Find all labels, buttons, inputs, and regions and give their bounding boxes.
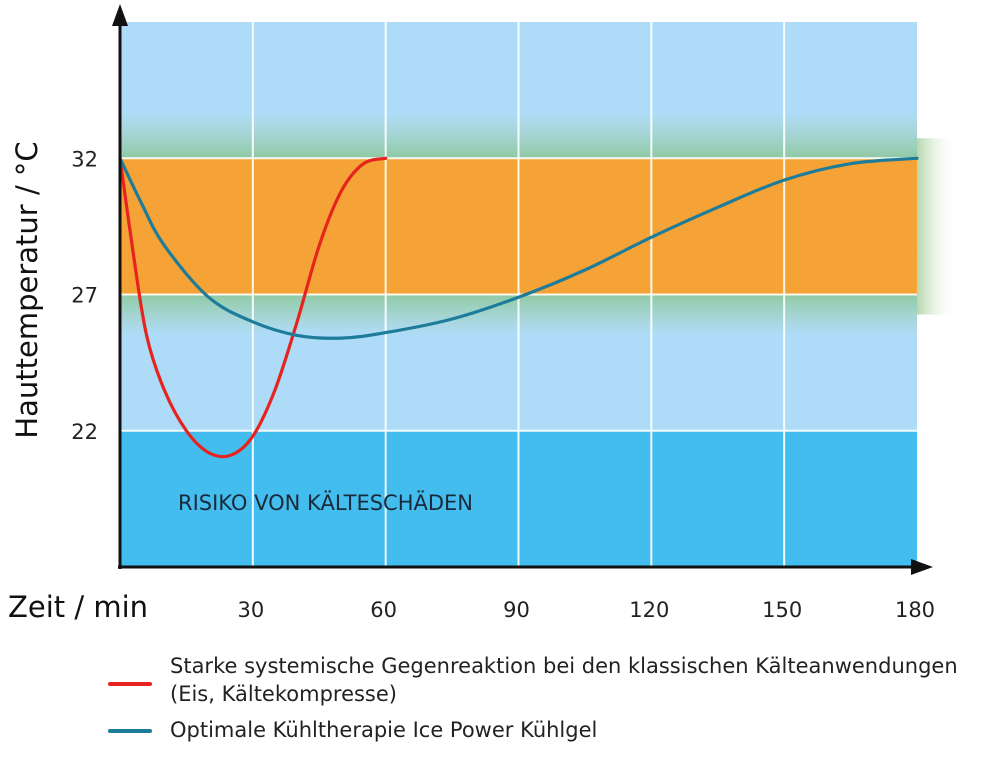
legend: Starke systemische Gegenreaktion bei den…	[108, 652, 988, 744]
y-tick-label: 32	[71, 147, 98, 171]
x-axis-title: Zeit / min	[8, 590, 148, 624]
glow-right	[917, 138, 957, 315]
x-tick-label: 180	[895, 598, 935, 622]
y-tick-label: 27	[71, 284, 98, 308]
x-tick-label: 60	[370, 598, 397, 622]
legend-item-teal: Optimale Kühltherapie Ice Power Kühlgel	[108, 716, 988, 744]
legend-label-red: Starke systemische Gegenreaktion bei den…	[170, 654, 958, 706]
x-axis-arrow	[911, 559, 933, 575]
legend-swatch-red	[108, 682, 152, 686]
legend-swatch-teal	[108, 729, 152, 733]
axes	[112, 4, 933, 575]
series-lines	[118, 156, 919, 459]
series-line-red	[118, 156, 388, 459]
cold-damage-risk-label: RISIKO VON KÄLTESCHÄDEN	[178, 490, 473, 515]
y-axis-title: Hauttemperatur / °C	[10, 141, 44, 438]
x-tick-label: 30	[237, 598, 264, 622]
legend-label-teal: Optimale Kühltherapie Ice Power Kühlgel	[170, 718, 598, 742]
tick-labels: 30 60 90 120 150 180 22 27 32	[71, 147, 935, 622]
x-tick-label: 120	[629, 598, 669, 622]
series-line-teal	[118, 156, 919, 340]
y-axis-arrow	[112, 4, 128, 26]
x-tick-label: 90	[503, 598, 530, 622]
x-tick-label: 150	[762, 598, 802, 622]
grid-lines	[120, 22, 917, 567]
legend-item-red: Starke systemische Gegenreaktion bei den…	[108, 652, 988, 708]
y-tick-label: 22	[71, 420, 98, 444]
skin-temperature-chart: RISIKO VON KÄLTESCHÄDEN 30 60 90 120 150 180 2…	[8, 4, 957, 624]
